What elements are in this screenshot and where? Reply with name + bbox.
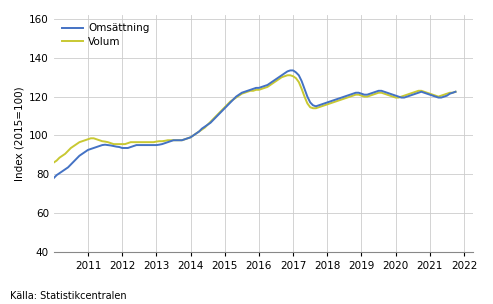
Omsättning — [287, 69, 293, 72]
Volum — [410, 91, 416, 95]
Omsättning — [51, 176, 57, 180]
Volum — [262, 86, 268, 90]
Y-axis label: Index (2015=100): Index (2015=100) — [15, 86, 25, 181]
Volum — [51, 161, 57, 164]
Omsättning — [245, 89, 250, 93]
Line: Omsättning: Omsättning — [54, 71, 456, 178]
Omsättning — [453, 90, 458, 94]
Line: Volum: Volum — [54, 75, 456, 163]
Legend: Omsättning, Volum: Omsättning, Volum — [59, 20, 153, 50]
Omsättning — [174, 138, 179, 142]
Volum — [284, 74, 290, 77]
Omsättning — [262, 84, 268, 88]
Volum — [307, 105, 313, 109]
Volum — [174, 138, 179, 142]
Volum — [245, 90, 250, 94]
Volum — [453, 90, 458, 94]
Omsättning — [307, 101, 313, 104]
Omsättning — [410, 93, 416, 96]
Volum — [316, 105, 322, 109]
Text: Källa: Statistikcentralen: Källa: Statistikcentralen — [10, 291, 127, 301]
Omsättning — [316, 103, 322, 107]
